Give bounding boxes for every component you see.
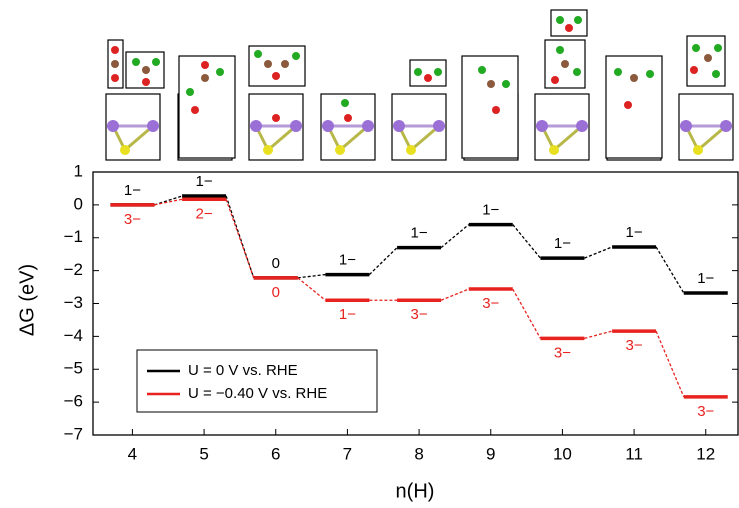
legend-label: U = 0 V vs. RHE (188, 362, 298, 379)
x-tick-label: 9 (486, 444, 495, 463)
connector (154, 195, 183, 206)
x-tick-label: 8 (414, 444, 423, 463)
connector (225, 199, 255, 279)
connector (655, 246, 685, 294)
connector (368, 247, 398, 276)
y-tick-label: −2 (64, 260, 83, 279)
connector (440, 224, 470, 249)
level-label: 1− (196, 173, 213, 190)
level-label: 1− (626, 224, 643, 241)
level-label: 1− (411, 225, 428, 242)
connector (297, 277, 326, 301)
connector (440, 288, 469, 301)
x-tick-label: 6 (271, 444, 280, 463)
level-label: 1− (554, 235, 571, 252)
x-tick-label: 10 (553, 444, 572, 463)
y-tick-label: −6 (64, 392, 83, 411)
x-tick-label: 4 (128, 444, 137, 463)
connector (154, 198, 183, 206)
level-label: 3− (554, 344, 571, 361)
connector (584, 330, 613, 339)
x-tick-label: 7 (343, 444, 352, 463)
level-label: 3− (482, 295, 499, 312)
level-label: 1− (124, 182, 141, 199)
structures (104, 9, 735, 162)
level-label: 3− (411, 306, 428, 323)
connector (512, 224, 541, 259)
y-tick-label: 0 (74, 194, 83, 213)
legend-label: U = −0.40 V vs. RHE (188, 385, 327, 402)
y-tick-label: −5 (64, 359, 83, 378)
level-label: 1− (697, 270, 714, 287)
y-tick-label: 1 (74, 161, 83, 180)
y-tick-label: −7 (64, 424, 83, 443)
x-tick-label: 11 (625, 444, 643, 463)
level-label: 3− (626, 337, 643, 354)
level-label: 2− (196, 205, 213, 222)
x-tick-label: 5 (199, 444, 208, 463)
legend (136, 349, 378, 413)
level-label: 1− (482, 202, 499, 219)
y-axis-title: ΔG (eV) (16, 264, 38, 336)
y-tick-label: −3 (64, 293, 83, 312)
x-axis-title: n(H) (396, 480, 435, 502)
level-label: 0 (272, 284, 280, 301)
connector (297, 273, 326, 279)
x-tick-label: 12 (696, 444, 715, 463)
level-label: 1− (339, 252, 356, 269)
level-label: 3− (124, 211, 141, 228)
connector (225, 195, 255, 279)
y-tick-label: −1 (64, 227, 83, 246)
connector (512, 288, 541, 339)
level-label: 3− (697, 403, 714, 420)
connector (584, 246, 613, 259)
level-label: 0 (272, 255, 280, 272)
y-tick-label: −4 (64, 326, 83, 345)
level-label: 1− (339, 306, 356, 323)
connector (655, 330, 685, 398)
